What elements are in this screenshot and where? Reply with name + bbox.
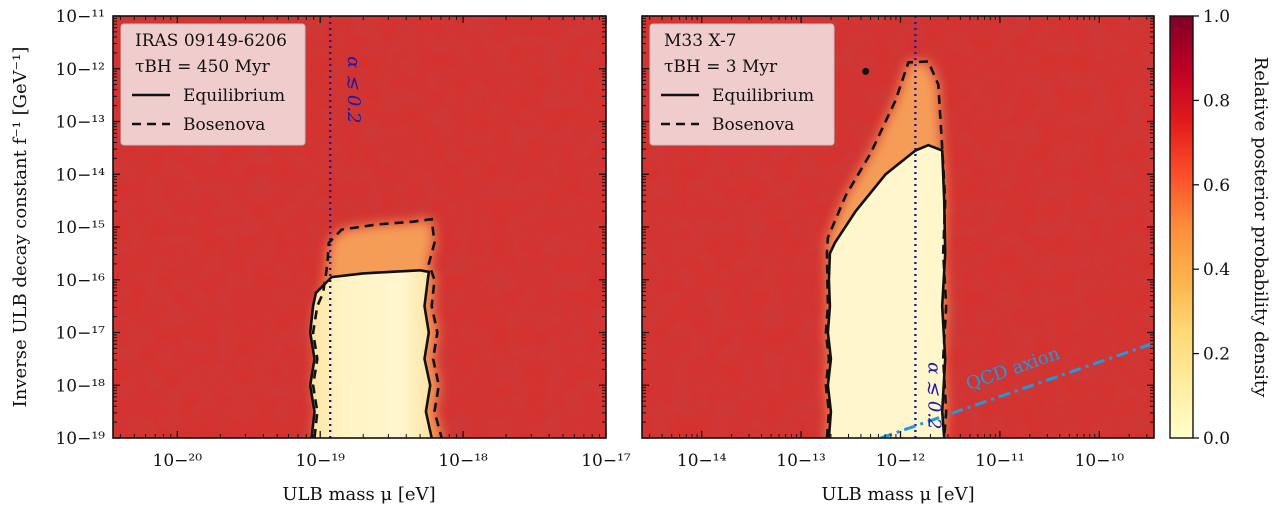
x-tick-label: 10−¹⁰: [1075, 451, 1125, 471]
left-legend-entry-bosenova: Bosenova: [183, 115, 265, 135]
colorbar-tick-label: 0.0: [1203, 429, 1230, 449]
colorbar-gradient: [1169, 15, 1194, 439]
colorbar: 0.0 0.2 0.4 0.6 0.8 1.0 Relative posterior pr…: [1169, 7, 1271, 449]
right-panel: α ≲ 0.2 QCD axion 10−¹⁴ 10−¹³ 10−¹² 10−¹¹ 10…: [641, 15, 1155, 505]
colorbar-tick-label: 1.0: [1203, 7, 1230, 27]
x-tick-label: 10−¹⁴: [677, 451, 727, 471]
right-alpha-annotation: α ≲ 0.2: [923, 362, 944, 429]
x-tick-label: 10−¹⁸: [438, 451, 488, 471]
y-tick-label: 10−¹²: [55, 60, 105, 80]
left-legend-subtitle: τBH = 450 Myr: [135, 57, 271, 77]
left-x-axis-label: ULB mass μ [eV]: [282, 484, 435, 505]
left-legend-box: [120, 23, 306, 146]
right-legend-title: M33 X-7: [664, 31, 737, 51]
colorbar-tick-label: 0.4: [1203, 260, 1230, 280]
x-tick-label: 10−¹⁹: [295, 451, 345, 471]
left-equilibrium-contour: [308, 268, 433, 438]
right-legend: M33 X-7 τBH = 3 Myr Equilibrium Bosenova: [649, 23, 835, 146]
y-tick-label: 10−¹⁸: [55, 376, 105, 396]
left-bosenova-contour: [311, 217, 443, 438]
y-tick-label: 10−¹³: [55, 113, 105, 133]
x-tick-label: 10−¹²: [876, 451, 926, 471]
left-region-core: [310, 270, 432, 438]
x-tick-label: 10−¹¹: [975, 451, 1025, 471]
left-panel: α ≲ 0.2 10−²⁰ 10−¹⁹ 10−¹⁸ 10−¹⁷ 10−¹⁹10−¹⁸1…: [10, 7, 631, 505]
right-equilibrium-contour: [826, 143, 947, 438]
right-legend-box: [649, 23, 835, 146]
right-bosenova-island: [862, 67, 870, 75]
left-legend-entry-equilibrium: Equilibrium: [183, 86, 285, 106]
x-tick-label: 10−²⁰: [153, 451, 203, 471]
left-legend: IRAS 09149-6206 τBH = 450 Myr Equilibriu…: [120, 23, 306, 146]
colorbar-label: Relative posterior probability density: [1250, 57, 1271, 398]
right-legend-entry-equilibrium: Equilibrium: [712, 86, 814, 106]
left-alpha-annotation: α ≲ 0.2: [343, 56, 364, 123]
x-tick-label: 10−¹³: [776, 451, 826, 471]
x-tick-label: 10−¹⁷: [581, 451, 631, 471]
colorbar-tick-label: 0.6: [1203, 176, 1230, 196]
right-legend-entry-bosenova: Bosenova: [712, 115, 794, 135]
colorbar-tick-label: 0.2: [1203, 345, 1230, 365]
left-y-ticks: 10−¹⁹ 10−¹⁸ 10−¹⁷ 10−¹⁶ 10−¹⁵ 10−¹⁴ 10−¹³ 10−¹²…: [55, 7, 606, 449]
right-legend-subtitle: τBH = 3 Myr: [664, 57, 778, 77]
qcd-axion-line: [880, 341, 1154, 438]
colorbar-ticks: 0.0 0.2 0.4 0.6 0.8 1.0: [1193, 7, 1230, 449]
y-tick-label: 10−¹¹: [55, 7, 105, 27]
y-tick-label: 10−¹⁶: [55, 271, 105, 291]
y-tick-label: 10−¹⁵: [55, 218, 105, 238]
right-x-ticks: 10−¹⁴ 10−¹³ 10−¹² 10−¹¹ 10−¹⁰: [649, 16, 1148, 471]
right-y-ticks: [642, 15, 1154, 439]
colorbar-tick-label: 0.8: [1203, 91, 1230, 111]
right-x-axis-label: ULB mass μ [eV]: [821, 484, 974, 505]
y-tick-label: 10−¹⁴: [55, 165, 105, 185]
left-legend-title: IRAS 09149-6206: [135, 31, 287, 51]
left-x-ticks: 10−²⁰ 10−¹⁹ 10−¹⁸ 10−¹⁷: [119, 16, 631, 471]
y-tick-label: 10−¹⁷: [55, 324, 105, 344]
y-axis-label: Inverse ULB decay constant f⁻¹ [GeV⁻¹]: [10, 47, 31, 408]
y-tick-label: 10−¹⁹: [55, 429, 105, 449]
